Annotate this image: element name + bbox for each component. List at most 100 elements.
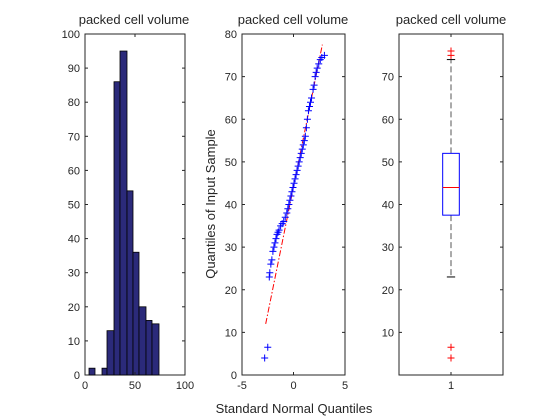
histogram-ytick-label: 40: [68, 234, 80, 246]
histogram-bar: [106, 330, 115, 376]
boxplot-box-group: [442, 47, 460, 362]
normplot-point: [264, 343, 272, 351]
normplot-point: [285, 201, 293, 208]
histogram-ticks: 0 50 100 0 10 20 30 40 50 60 70 80 90 100: [62, 29, 195, 392]
boxplot-ytick-label: 60: [382, 114, 394, 126]
normplot-panel: packed cell volume -5 0 501020304050607080…: [203, 12, 373, 416]
normplot-xtick-label: 5: [342, 380, 348, 392]
normplot-point: [311, 73, 319, 81]
normplot-ytick-label: 50: [225, 157, 237, 169]
boxplot-box: [442, 152, 460, 216]
histogram-bar: [151, 323, 160, 376]
boxplot-ytick-label: 40: [382, 200, 394, 212]
histogram-ytick-label: 0: [74, 370, 80, 382]
normplot-point: [303, 115, 311, 123]
histogram-bar: [119, 50, 128, 376]
histogram-xtick-label: 50: [129, 380, 141, 392]
normplot-point: [275, 226, 283, 234]
histogram-ytick-label: 10: [68, 336, 80, 348]
normplot-point: [300, 137, 308, 145]
normplot-point: [306, 98, 314, 106]
histogram-bar: [138, 306, 147, 376]
normplot-point: [313, 64, 321, 72]
normplot-point: [299, 141, 307, 149]
histogram-ytick-label: 70: [68, 131, 80, 143]
normplot-point: [304, 107, 312, 115]
normplot-point: [291, 175, 299, 183]
normplot-point: [305, 102, 313, 110]
normplot-point: [301, 132, 309, 140]
histogram-bar: [101, 367, 108, 376]
normplot-point: [290, 179, 298, 187]
boxplot-ytick-label: 50: [382, 157, 394, 169]
normplot-point: [283, 209, 291, 217]
boxplot-outlier: [447, 343, 455, 351]
histogram-ytick-label: 60: [68, 165, 80, 177]
histogram-ytick-label: 50: [68, 200, 80, 212]
normplot-ytick-label: 70: [225, 72, 237, 84]
normplot-point: [261, 354, 269, 362]
histogram-xtick-label: 100: [176, 380, 194, 392]
histogram-bar: [126, 190, 134, 376]
boxplot-ytick-label: 10: [382, 327, 394, 339]
histogram-ytick-label: 20: [68, 302, 80, 314]
normplot-ytick-label: 0: [231, 370, 237, 382]
histogram-bar: [132, 251, 140, 376]
normplot-point: [294, 162, 302, 170]
boxplot-xtick-label: 1: [448, 380, 454, 392]
boxplot-panel: packed cell volume 1 10 20 30 40 50 60 70: [382, 12, 507, 392]
normplot-point: [270, 243, 278, 251]
normplot-ytick-label: 10: [225, 327, 237, 339]
histogram-title: packed cell volume: [79, 12, 190, 27]
normplot-ytick-label: 40: [225, 200, 237, 212]
normplot-point: [271, 239, 279, 247]
normplot-point: [315, 60, 323, 68]
normplot-point: [289, 183, 297, 191]
boxplot-outlier: [447, 47, 455, 55]
normplot-point: [308, 94, 316, 102]
normplot-point: [296, 154, 304, 162]
histogram-bar: [113, 81, 121, 376]
histogram-ytick-label: 80: [68, 97, 80, 109]
histogram-ytick-label: 90: [68, 63, 80, 75]
normplot-title: packed cell volume: [238, 12, 349, 27]
histogram-xtick-label: 0: [82, 380, 88, 392]
normplot-point: [288, 188, 296, 196]
normplot-point: [309, 85, 317, 93]
normplot-point: [298, 145, 306, 153]
normplot-point: [286, 196, 294, 204]
normplot-xtick-label: 0: [290, 380, 296, 392]
boxplot-ytick-label: 70: [382, 72, 394, 84]
normplot-axes-frame: [241, 33, 346, 376]
normplot-ytick-label: 30: [225, 242, 237, 254]
normplot-point: [287, 192, 295, 200]
histogram-bars: [88, 50, 160, 376]
histogram-panel: packed cell volume 0 50 100 0 10 20 30 40 50 60 70…: [62, 12, 195, 392]
normplot-point: [302, 124, 310, 132]
boxplot-ticks: 1 10 20 30 40 50 60 70: [382, 34, 503, 392]
normplot-point: [310, 81, 318, 89]
normplot-point: [284, 205, 292, 213]
normplot-point: [297, 149, 305, 157]
boxplot-ytick-label: 30: [382, 242, 394, 254]
boxplot-title: packed cell volume: [396, 12, 507, 27]
normplot-point: [265, 273, 273, 281]
normplot-y-axis-label: Quantiles of Input Sample: [203, 129, 218, 279]
normplot-points: [261, 51, 328, 362]
normplot-point: [293, 166, 301, 174]
normplot-point: [312, 68, 320, 76]
histogram-bar: [88, 367, 96, 376]
normplot-point: [266, 269, 274, 277]
normplot-point: [267, 260, 275, 268]
normplot-point: [269, 247, 277, 255]
normplot-point: [292, 171, 300, 179]
normplot-ytick-label: 20: [225, 285, 237, 297]
histogram-bar: [145, 320, 153, 376]
normplot-point: [320, 51, 328, 59]
histogram-ytick-label: 30: [68, 268, 80, 280]
normplot-point: [268, 256, 276, 264]
normplot-xtick-label: -5: [237, 380, 247, 392]
normplot-point: [281, 213, 289, 221]
